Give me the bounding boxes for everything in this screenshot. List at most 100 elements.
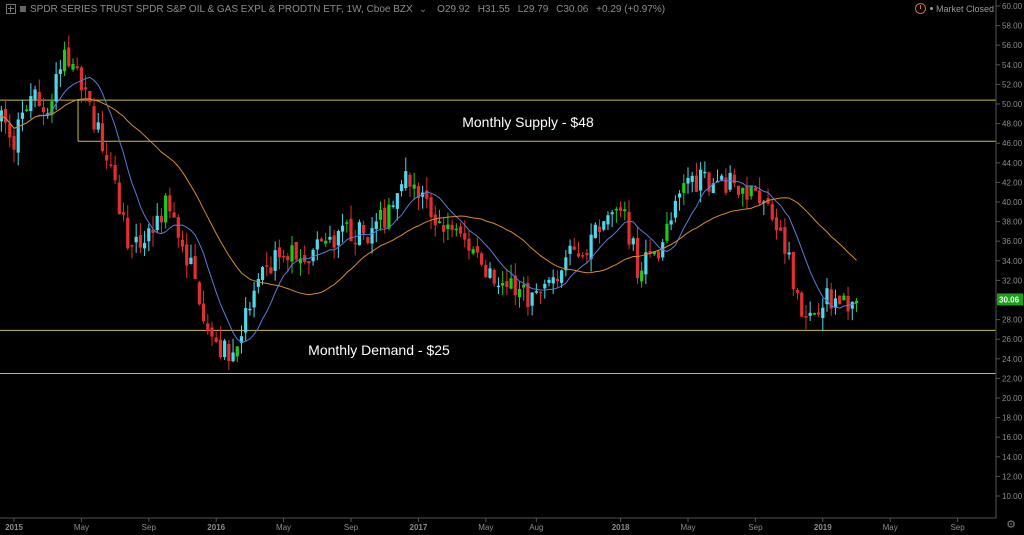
x-tick: Aug [529, 518, 543, 532]
candle [652, 251, 656, 256]
candle [399, 179, 404, 197]
candle [437, 209, 442, 224]
candle [96, 112, 100, 133]
y-tick: 54.00 [996, 61, 1023, 70]
candle [273, 241, 277, 281]
y-tick: 32.00 [996, 276, 1023, 285]
y-tick: 20.00 [996, 394, 1023, 403]
candle [551, 269, 555, 295]
candle [37, 79, 41, 107]
candle [795, 287, 800, 300]
candle [109, 152, 113, 169]
y-tick: 50.00 [996, 100, 1023, 109]
candle [648, 239, 652, 258]
candle [513, 263, 517, 306]
y-tick: 52.00 [996, 80, 1023, 89]
chevron-down-icon[interactable]: ⌄ [418, 3, 428, 15]
candle [290, 235, 294, 274]
y-tick-label: 10.00 [1002, 492, 1023, 501]
candle [126, 205, 130, 251]
candle [425, 177, 429, 209]
candle [458, 222, 463, 238]
y-tick-label: 24.00 [1002, 355, 1023, 364]
price-axis: 60.00 58.00 56.00 54.00 52.00 50.00 48.00 46.00… [995, 0, 1023, 518]
moving-averages [0, 76, 857, 344]
x-tick: Sep [950, 518, 965, 532]
candle [572, 237, 576, 251]
candle [703, 161, 707, 179]
candle [479, 251, 484, 267]
candle [564, 249, 568, 277]
candle [686, 167, 690, 194]
expand-icon[interactable] [6, 4, 16, 14]
candle [265, 252, 269, 277]
candle [84, 75, 88, 102]
y-tick-label: 14.00 [1002, 453, 1023, 462]
candle [235, 346, 239, 363]
candle [324, 232, 328, 247]
candle [176, 214, 180, 248]
candle [362, 220, 366, 241]
gear-icon[interactable]: ⚙ [1006, 519, 1016, 531]
candle [412, 172, 416, 200]
x-tick: 2018 [612, 518, 630, 532]
y-tick: 58.00 [996, 22, 1023, 31]
candle [58, 59, 62, 87]
x-tick-label: Sep [344, 523, 359, 532]
x-tick-label: May [74, 523, 89, 532]
candle [585, 248, 589, 264]
candle [227, 340, 231, 370]
market-status[interactable]: Market Closed [914, 3, 994, 14]
candle [345, 219, 349, 233]
candle [71, 58, 75, 72]
candle [812, 312, 816, 315]
candle [142, 230, 147, 257]
y-tick-label: 46.00 [1002, 139, 1023, 148]
y-tick-label: 42.00 [1002, 178, 1023, 187]
candle [100, 111, 105, 153]
symbol-title[interactable]: SPDR SERIES TRUST SPDR S&P OIL & GAS EXP… [30, 3, 413, 15]
candle [155, 203, 159, 233]
candle [328, 225, 332, 244]
candle [433, 205, 437, 237]
candle [517, 281, 522, 308]
x-tick: 2015 [5, 518, 23, 532]
candle [311, 248, 315, 266]
candle [534, 283, 538, 295]
candle [555, 270, 560, 287]
candle [560, 269, 564, 288]
candle [20, 100, 25, 132]
candle [471, 246, 475, 256]
candle [804, 305, 808, 330]
candle [581, 252, 585, 259]
y-tick: 46.00 [996, 139, 1023, 148]
y-tick-label: 22.00 [1002, 374, 1023, 383]
candle [522, 276, 526, 301]
candle [640, 261, 644, 288]
candle [475, 237, 479, 258]
candle [606, 211, 610, 230]
candle [54, 62, 58, 111]
candle [370, 217, 374, 254]
candle [67, 35, 71, 68]
candle [193, 243, 197, 280]
candle [484, 259, 488, 279]
y-tick: 22.00 [996, 374, 1023, 383]
candle [319, 237, 324, 242]
candle [576, 241, 581, 258]
candle [134, 223, 138, 253]
candle [336, 229, 340, 258]
x-tick: Sep [748, 518, 763, 532]
x-tick-label: Aug [529, 523, 543, 532]
candle [117, 174, 121, 215]
y-tick: 40.00 [996, 198, 1023, 207]
candle [741, 187, 745, 207]
time-axis: 2015 May Sep 2016 May Sep 2017 May Aug 2018 May Sep… [0, 517, 996, 532]
y-tick-label: 38.00 [1002, 218, 1023, 227]
x-tick: 2016 [207, 518, 226, 532]
x-tick-label: 2017 [410, 523, 428, 532]
candle [770, 200, 774, 222]
y-tick-label: 12.00 [1002, 472, 1023, 481]
y-tick: 14.00 [996, 453, 1023, 462]
